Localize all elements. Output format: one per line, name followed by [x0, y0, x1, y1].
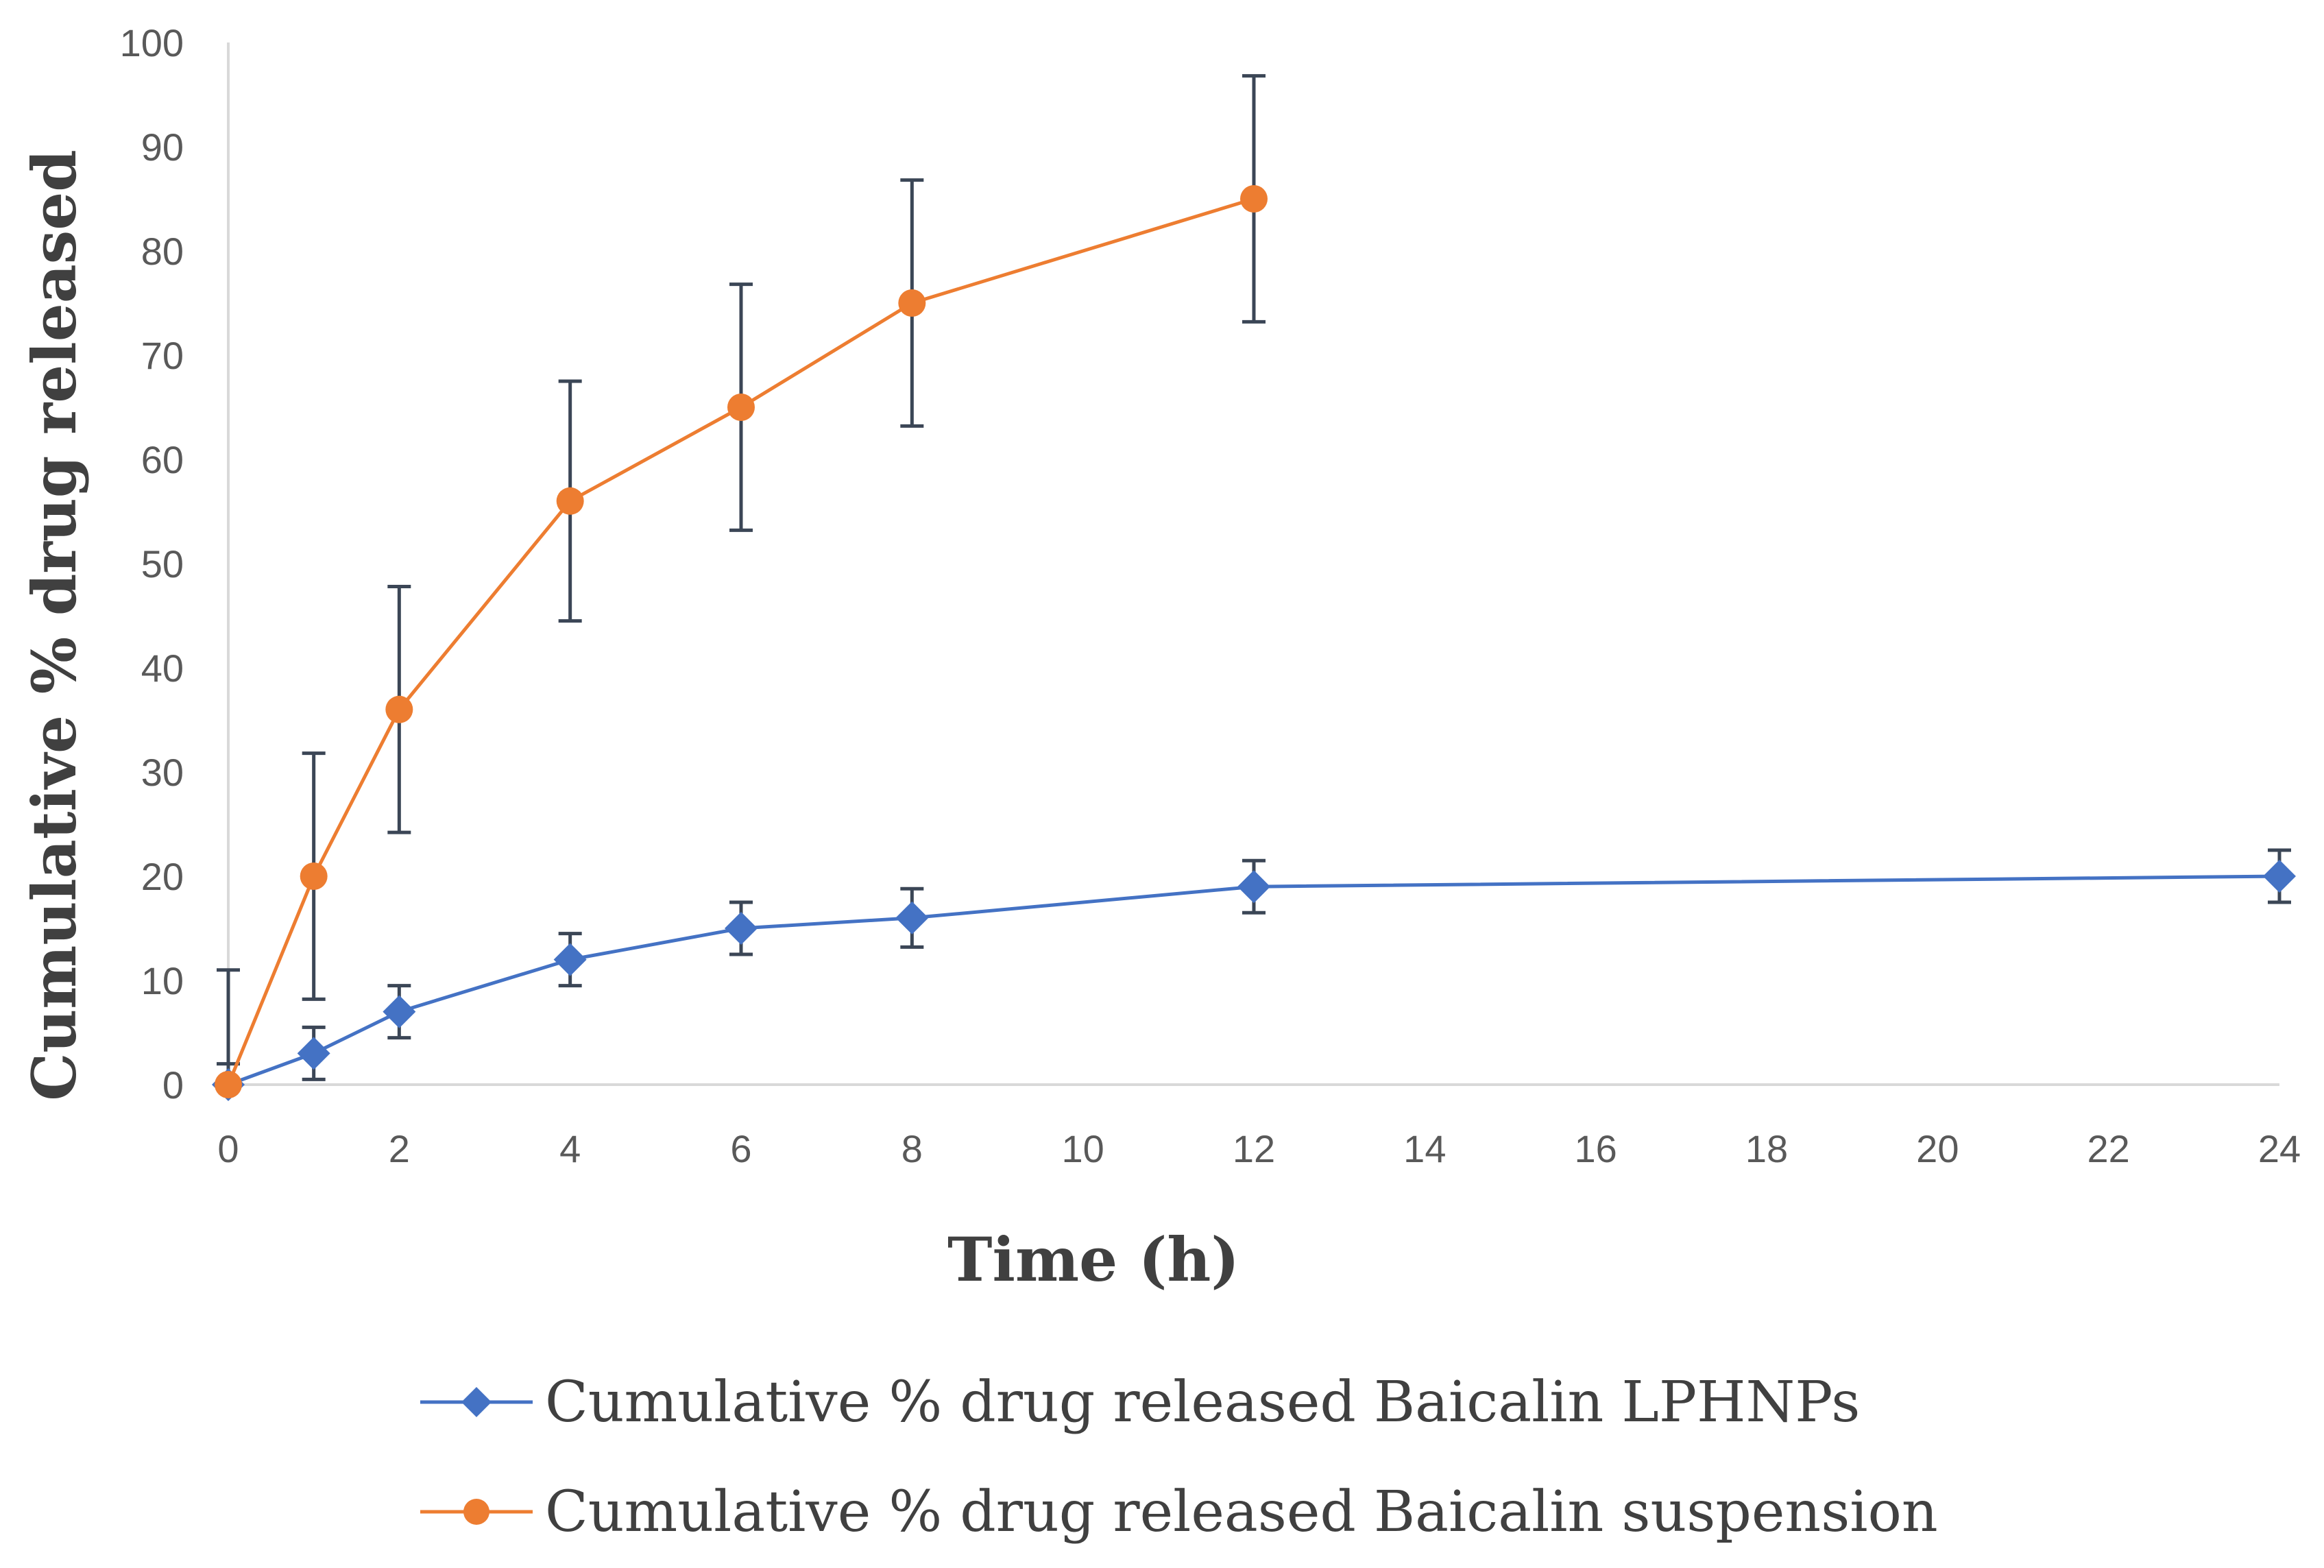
data-point	[215, 1071, 242, 1098]
legend-label: Cumulative % drug released Baicalin LPHN…	[545, 1370, 1860, 1435]
y-tick-label: 90	[141, 125, 184, 169]
data-point	[383, 995, 416, 1028]
y-tick-label: 100	[120, 21, 184, 64]
data-point	[385, 695, 413, 723]
data-point	[725, 912, 758, 945]
x-tick-label: 18	[1745, 1127, 1788, 1170]
y-axis-title: Cumulative % drug released	[19, 149, 90, 1101]
data-point	[553, 943, 587, 976]
legend-label: Cumulative % drug released Baicalin susp…	[545, 1480, 1938, 1545]
legend: Cumulative % drug released Baicalin LPHN…	[420, 1370, 1938, 1545]
x-tick-label: 2	[389, 1127, 410, 1170]
x-tick-label: 14	[1403, 1127, 1446, 1170]
data-point	[895, 901, 929, 934]
y-tick-label: 30	[141, 751, 184, 794]
y-tick-labels: 0 10 20 30 40 50 60 70 80 90 100	[120, 21, 184, 1107]
legend-marker	[461, 1387, 492, 1417]
series-markers	[212, 185, 2296, 1101]
legend-entry: Cumulative % drug released Baicalin susp…	[420, 1480, 1938, 1545]
data-point	[1237, 870, 1270, 904]
legend-marker	[463, 1499, 489, 1525]
series-lines	[226, 197, 2280, 1087]
data-point	[2263, 860, 2296, 893]
data-point	[1240, 185, 1268, 213]
x-tick-label: 12	[1233, 1127, 1275, 1170]
x-tick-label: 16	[1575, 1127, 1617, 1170]
error-bars	[217, 74, 2291, 1085]
series-line	[228, 874, 2280, 1087]
y-tick-label: 20	[141, 855, 184, 898]
data-point	[556, 487, 584, 515]
y-tick-label: 0	[162, 1063, 184, 1107]
x-tick-label: 6	[730, 1127, 751, 1170]
x-tick-labels: 0 2 4 6 8 10 12 14 16 18 20 22 24	[217, 1127, 2301, 1170]
x-tick-label: 20	[1916, 1127, 1959, 1170]
x-tick-label: 4	[559, 1127, 581, 1170]
legend-entry: Cumulative % drug released Baicalin LPHN…	[420, 1370, 1860, 1435]
x-tick-label: 24	[2258, 1127, 2301, 1170]
y-tick-label: 60	[141, 438, 184, 481]
data-point	[727, 394, 755, 421]
x-axis-title: Time (h)	[947, 1224, 1239, 1295]
y-tick-label: 80	[141, 230, 184, 273]
y-tick-label: 10	[141, 959, 184, 1002]
x-tick-label: 10	[1062, 1127, 1104, 1170]
x-tick-label: 8	[901, 1127, 923, 1170]
x-tick-label: 0	[217, 1127, 239, 1170]
y-tick-label: 40	[141, 647, 184, 690]
data-point	[898, 289, 926, 317]
error-bar	[217, 968, 240, 1085]
data-point	[300, 863, 328, 890]
data-point	[297, 1037, 330, 1070]
y-tick-label: 50	[141, 542, 184, 586]
x-tick-label: 22	[2087, 1127, 2130, 1170]
y-tick-label: 70	[141, 334, 184, 377]
